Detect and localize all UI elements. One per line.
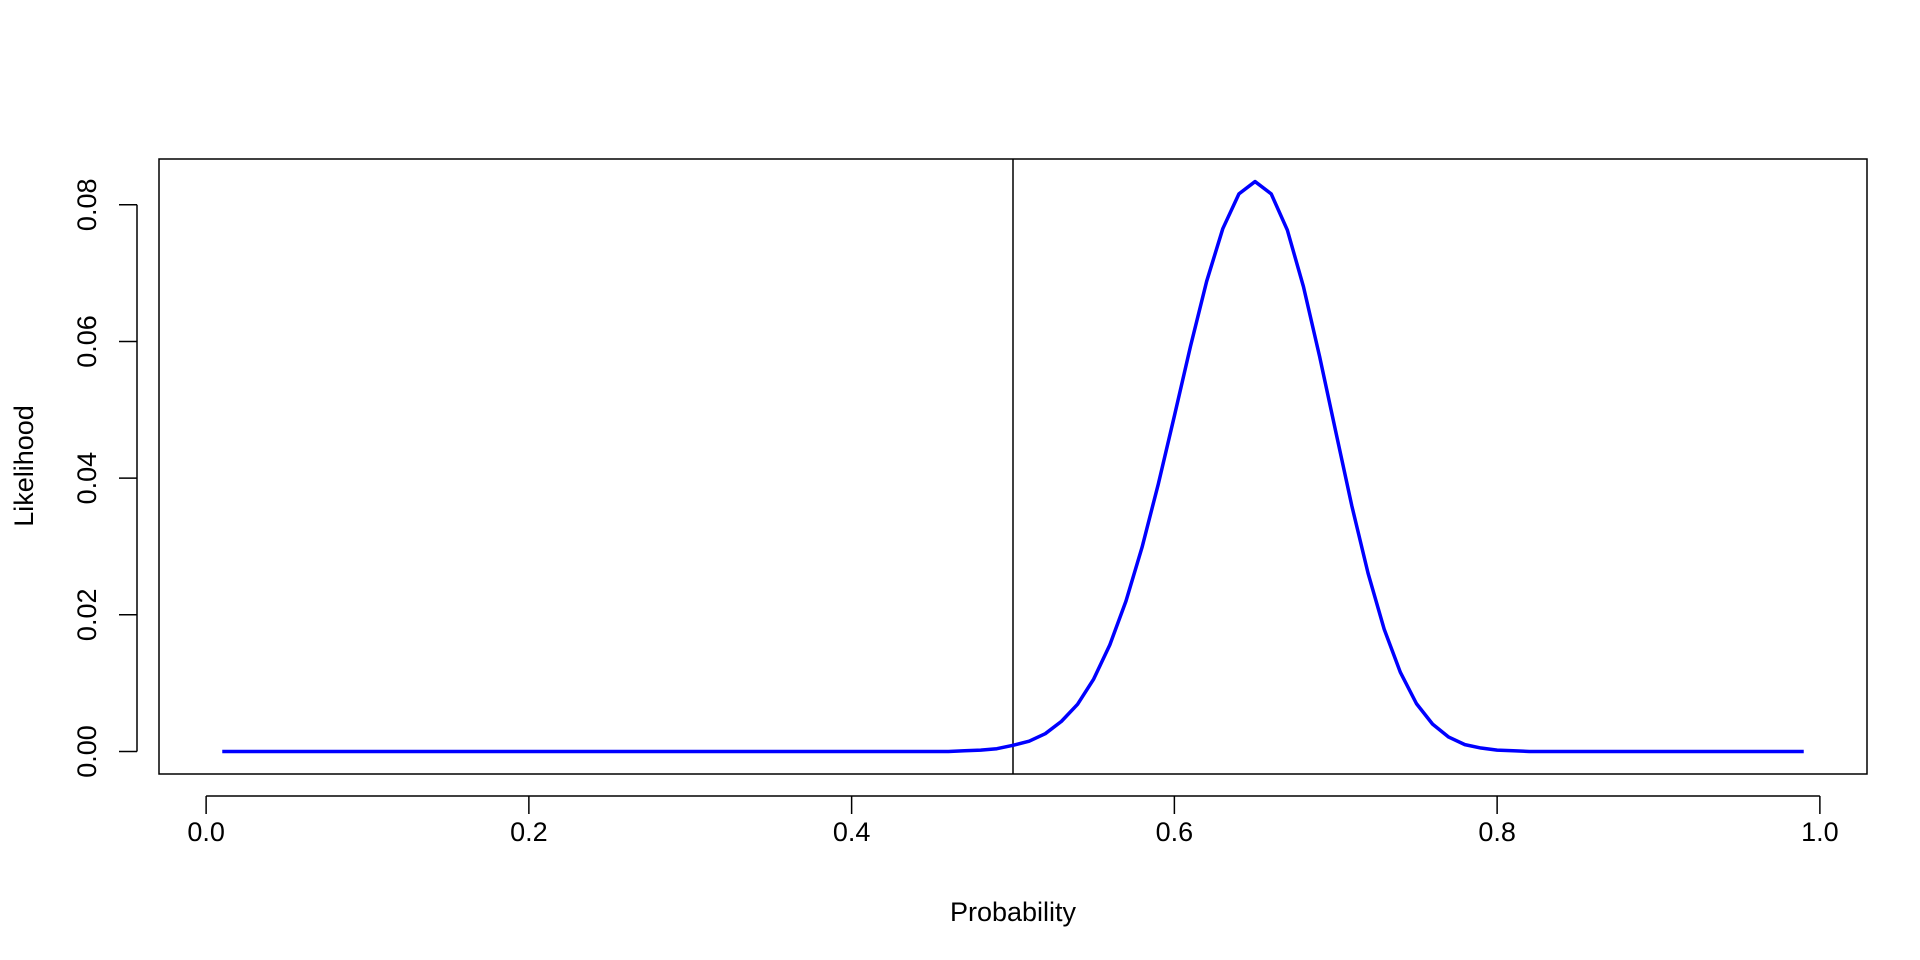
y-tick-label: 0.00 (72, 725, 102, 778)
likelihood-line (222, 179, 1804, 754)
x-tick-label: 0.4 (833, 817, 871, 847)
y-tick-label: 0.06 (72, 315, 102, 368)
x-tick-label: 0.2 (510, 817, 548, 847)
x-tick-label: 0.0 (187, 817, 225, 847)
y-tick-label: 0.04 (72, 452, 102, 505)
x-tick-label: 1.0 (1801, 817, 1839, 847)
y-tick-label: 0.08 (72, 179, 102, 232)
y-tick-label: 0.02 (72, 589, 102, 642)
x-axis-label: Probability (950, 897, 1077, 927)
x-tick-label: 0.6 (1156, 817, 1194, 847)
x-tick-label: 0.8 (1478, 817, 1516, 847)
y-axis-label: Likelihood (9, 405, 39, 527)
